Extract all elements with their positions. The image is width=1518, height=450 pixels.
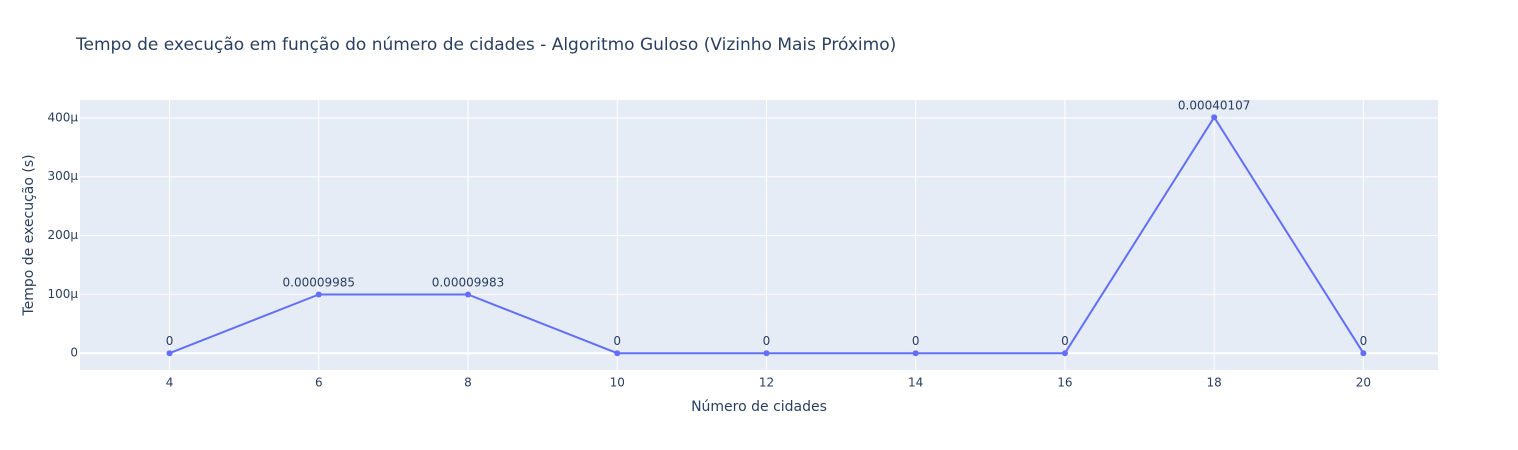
data-label: 0 [1360, 334, 1368, 348]
x-tick-label: 6 [315, 376, 323, 390]
data-label: 0 [912, 334, 920, 348]
data-label: 0.00009983 [432, 275, 505, 289]
y-tick-label: 100μ [47, 287, 78, 301]
data-label: 0.00009985 [283, 275, 356, 289]
data-point [166, 350, 173, 357]
data-point [1211, 114, 1218, 121]
data-label: 0 [1061, 334, 1069, 348]
data-label: 0 [763, 334, 771, 348]
data-point [763, 350, 770, 357]
x-tick-label: 12 [759, 376, 774, 390]
data-point [465, 291, 471, 298]
y-tick-label: 0 [70, 346, 78, 360]
x-tick-label: 4 [166, 376, 174, 390]
x-tick-label: 20 [1356, 376, 1371, 390]
y-tick-labels: 0 100μ 200μ 300μ 400μ [47, 110, 78, 359]
series-execution-time [166, 114, 1367, 357]
x-gridlines [169, 100, 1364, 370]
data-label: 0.00040107 [1178, 98, 1251, 112]
data-labels: 0 0.00009985 0.00009983 0 0 0 0 0.00040107 0 [166, 98, 1367, 348]
x-tick-label: 14 [908, 376, 923, 390]
x-tick-label: 10 [610, 376, 625, 390]
x-tick-label: 8 [464, 376, 472, 390]
data-point [614, 350, 621, 357]
data-point [315, 291, 322, 298]
y-tick-label: 400μ [47, 110, 78, 124]
data-label: 0 [613, 334, 621, 348]
y-tick-label: 200μ [47, 228, 78, 242]
chart-title: Tempo de execução em função do número de… [75, 35, 896, 55]
x-tick-labels: 4 6 8 10 12 14 16 18 20 [166, 376, 1371, 390]
data-label: 0 [166, 334, 174, 348]
data-point [1360, 350, 1367, 357]
x-axis-title: Número de cidades [691, 399, 827, 415]
x-tick-label: 16 [1057, 376, 1072, 390]
y-axis-title: Tempo de execução (s) [21, 154, 37, 316]
y-tick-label: 300μ [47, 169, 78, 183]
data-point [912, 350, 919, 357]
plot-area [80, 100, 1438, 370]
data-point [1061, 350, 1068, 357]
x-tick-label: 18 [1207, 376, 1222, 390]
